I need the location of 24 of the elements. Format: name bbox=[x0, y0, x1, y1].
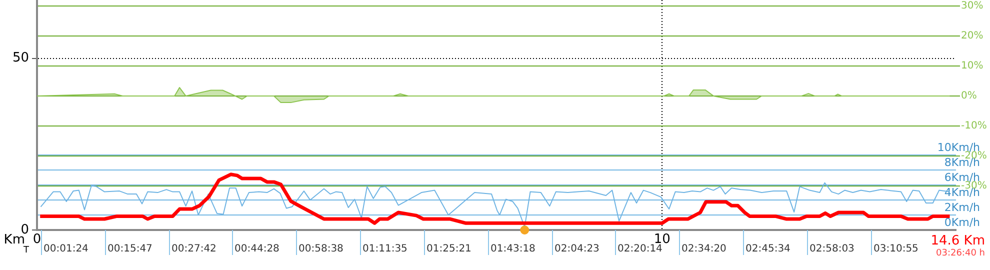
text: 00:58:38 bbox=[298, 244, 344, 255]
text: 01:25:21 bbox=[426, 244, 472, 255]
y3-tick-label: 0Km/h bbox=[944, 216, 980, 229]
text: 03:10:55 bbox=[874, 244, 918, 255]
text: 14.6 Km bbox=[930, 233, 985, 248]
text: 00:44:28 bbox=[234, 244, 280, 255]
text: 02:45:34 bbox=[746, 244, 790, 255]
y-tick-label: 50 bbox=[12, 50, 29, 66]
y2-tick-label: 10% bbox=[961, 60, 984, 72]
text: 02:34:20 bbox=[682, 244, 726, 255]
text: 02:58:03 bbox=[810, 244, 854, 255]
y2-tick-label: 30% bbox=[961, 0, 984, 12]
text: 01:43:18 bbox=[490, 244, 536, 255]
text: 00:01:24 bbox=[44, 244, 88, 255]
text: 00:27:42 bbox=[172, 244, 216, 255]
x2-axis-title: T bbox=[22, 245, 30, 256]
text: 03:26:40 h bbox=[936, 248, 985, 258]
y2-tick-label: 20% bbox=[961, 30, 984, 42]
y2-tick-label: -10% bbox=[961, 120, 987, 132]
y3-tick-label: 2Km/h bbox=[944, 200, 980, 214]
text: 01:11:35 bbox=[362, 244, 408, 255]
y2-tick-label: 0% bbox=[961, 90, 977, 102]
text: 00:15:47 bbox=[108, 244, 152, 255]
text: 02:04:23 bbox=[554, 244, 600, 255]
